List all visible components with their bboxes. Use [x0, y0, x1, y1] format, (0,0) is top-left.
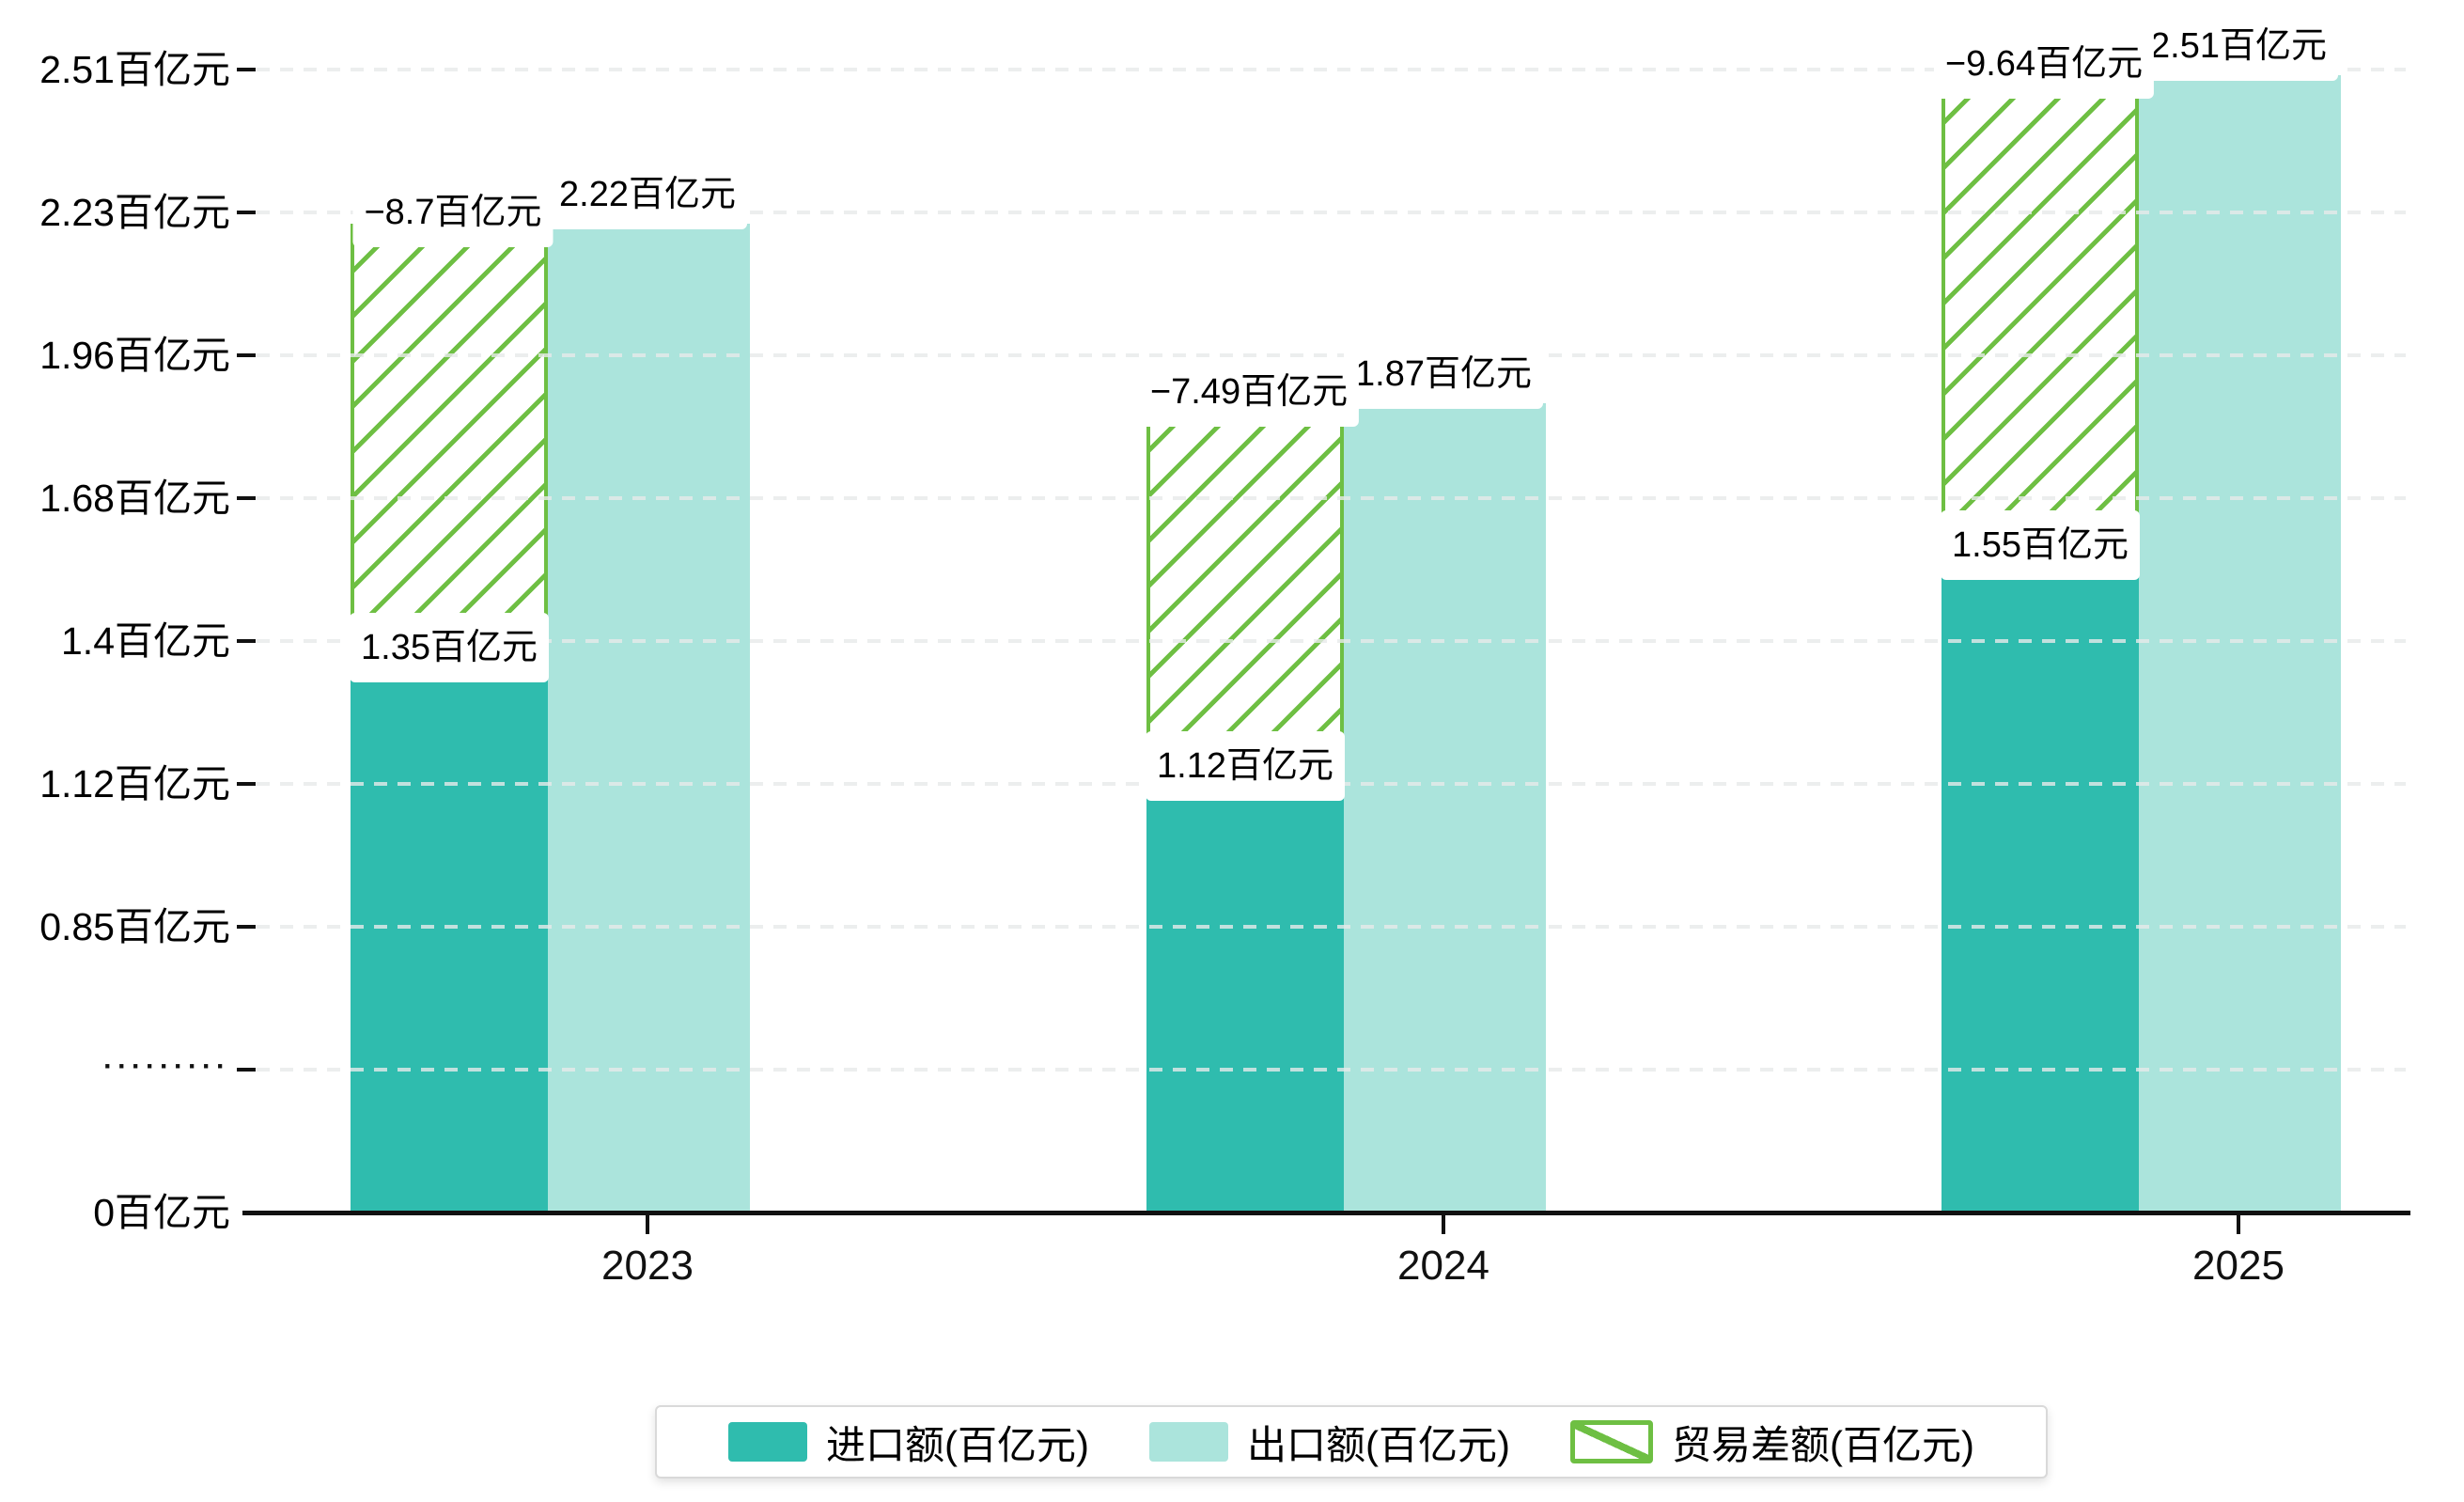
export-value-label-2024: 1.87百亿元	[1344, 339, 1543, 409]
y-axis-tick	[237, 353, 256, 357]
export-legend-swatch-icon	[1149, 1422, 1228, 1462]
export-value-label-2023: 2.22百亿元	[548, 160, 747, 229]
gridline	[257, 1068, 2406, 1072]
import-bar-2023[interactable]	[351, 670, 548, 1213]
legend-item-export[interactable]: 出口额(百亿元)	[1149, 1414, 1510, 1471]
gridline	[257, 353, 2406, 357]
y-axis-label: 1.68百亿元	[39, 477, 230, 520]
legend-label: 进口额(百亿元)	[826, 1422, 1089, 1467]
legend-item-import[interactable]: 进口额(百亿元)	[728, 1414, 1089, 1471]
import-value-label-2024: 1.12百亿元	[1146, 731, 1345, 801]
x-axis-line	[242, 1211, 2410, 1215]
export-bar-2025[interactable]	[2139, 75, 2341, 1213]
y-axis-label: 2.51百亿元	[39, 48, 230, 91]
trade-balance-legend-swatch-icon	[1569, 1420, 1653, 1463]
export-value-label-2025: 2.51百亿元	[2139, 11, 2338, 81]
y-axis-label: 1.12百亿元	[39, 762, 230, 806]
gridline	[257, 68, 2406, 71]
y-axis-label: 0.85百亿元	[39, 905, 230, 948]
import-legend-swatch-icon	[728, 1422, 808, 1462]
x-axis-label-2023: 2023	[601, 1243, 694, 1289]
export-bar-2023[interactable]	[548, 224, 750, 1213]
trade-balance-value-label-2024: −7.49百亿元	[1138, 357, 1360, 427]
y-axis-label: 1.96百亿元	[39, 334, 230, 377]
gridline	[257, 639, 2406, 643]
y-axis-tick	[237, 496, 256, 500]
x-axis-label-2024: 2024	[1397, 1243, 1489, 1289]
trade-balance-bar-2025[interactable]	[1942, 75, 2139, 568]
trade-balance-bar-2023[interactable]	[351, 224, 548, 670]
y-axis-tick	[237, 639, 256, 643]
y-axis-break-dots: ·········	[103, 1051, 230, 1082]
legend-label: 出口额(百亿元)	[1247, 1422, 1510, 1467]
x-axis-tick	[646, 1213, 649, 1234]
y-axis-tick	[237, 925, 256, 929]
x-axis-label-2025: 2025	[2192, 1243, 2285, 1289]
import-bar-2025[interactable]	[1942, 568, 2139, 1213]
export-bar-2024[interactable]	[1344, 403, 1546, 1213]
y-axis-tick	[237, 68, 256, 71]
gridline	[257, 496, 2406, 500]
trade-balance-value-label-2025: −9.64百亿元	[1933, 29, 2155, 99]
import-bar-2024[interactable]	[1146, 789, 1344, 1213]
legend: 进口额(百亿元) 出口额(百亿元) 贸易差额(百亿元)	[655, 1405, 2048, 1479]
y-axis-label: 1.4百亿元	[61, 619, 230, 663]
legend-item-trade-balance[interactable]: 贸易差额(百亿元)	[1569, 1414, 1974, 1471]
import-value-label-2025: 1.55百亿元	[1941, 510, 2140, 580]
trade-balance-value-label-2023: −8.7百亿元	[352, 178, 554, 247]
x-axis-tick	[1442, 1213, 1445, 1234]
y-axis-tick	[237, 1068, 256, 1072]
y-axis-label: 2.23百亿元	[39, 191, 230, 234]
gridline	[257, 925, 2406, 929]
y-axis-label: 0百亿元	[93, 1191, 230, 1234]
legend-label: 贸易差额(百亿元)	[1671, 1422, 1974, 1467]
y-axis-tick	[237, 211, 256, 214]
y-axis-tick	[237, 782, 256, 786]
trade-balance-bar-2024[interactable]	[1146, 403, 1344, 789]
x-axis-tick	[2237, 1213, 2240, 1234]
gridline	[257, 211, 2406, 214]
import-value-label-2023: 1.35百亿元	[350, 613, 549, 682]
